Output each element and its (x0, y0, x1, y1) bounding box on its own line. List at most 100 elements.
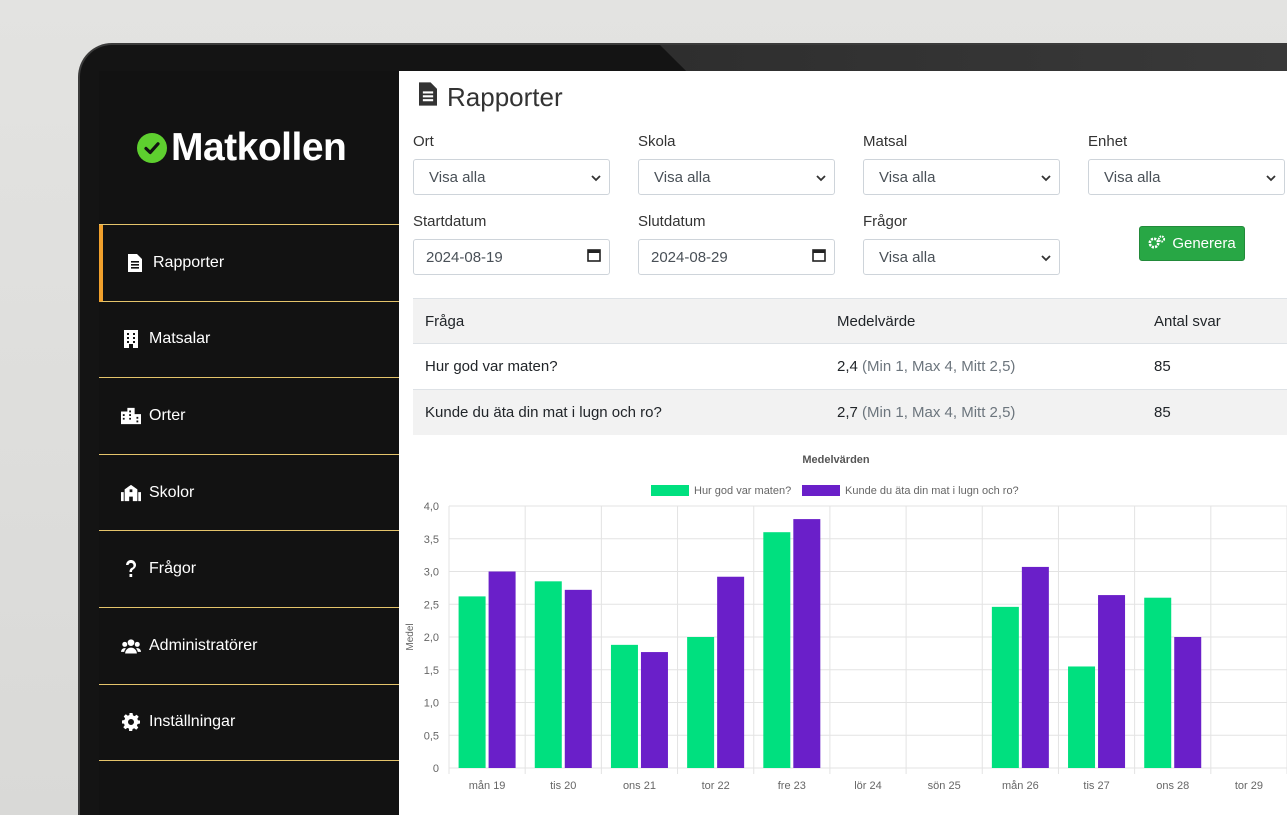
sidebar-item-label: Matsalar (149, 330, 211, 348)
legend-swatch-0 (651, 485, 689, 496)
skola-label: Skola (638, 133, 676, 150)
y-tick-label: 0 (433, 763, 439, 775)
slutdatum-value: 2024-08-29 (651, 248, 728, 266)
y-tick-label: 0,5 (424, 730, 439, 742)
chevron-down-icon (591, 169, 601, 186)
ort-select[interactable]: Visa alla (413, 159, 610, 195)
y-tick-label: 1,5 (424, 665, 439, 677)
sidebar-item-orter[interactable]: Orter (99, 378, 399, 455)
enhet-select[interactable]: Visa alla (1088, 159, 1285, 195)
legend-swatch-1 (802, 485, 840, 496)
chart-title: Medelvärden (802, 454, 870, 466)
x-tick-label: mån 26 (1002, 780, 1039, 792)
bar-series2 (1174, 637, 1202, 768)
matsal-field: Matsal Visa alla (863, 133, 1060, 195)
ort-label: Ort (413, 133, 434, 150)
bar-series1 (610, 644, 638, 768)
startdatum-value: 2024-08-19 (426, 248, 503, 266)
fragor-value: Visa alla (879, 248, 936, 266)
column-header-fraga: Fråga (413, 298, 825, 344)
bar-series2 (1021, 566, 1049, 768)
x-tick-label: mån 19 (469, 780, 506, 792)
x-tick-label: tor 22 (702, 780, 730, 792)
bar-series1 (991, 606, 1019, 768)
fragor-label: Frågor (863, 213, 908, 230)
table-row: Kunde du äta din mat i lugn och ro? 2,7 … (413, 388, 1287, 435)
bar-series1 (1144, 597, 1172, 768)
slutdatum-label: Slutdatum (638, 213, 706, 230)
legend-label-1: Kunde du äta din mat i lugn och ro? (845, 485, 1019, 497)
sidebar-item-fragor[interactable]: Frågor (99, 531, 399, 608)
y-tick-label: 3,0 (424, 567, 439, 579)
gear-icon (121, 712, 141, 732)
sidebar-item-skolor[interactable]: Skolor (99, 455, 399, 532)
bar-series2 (488, 571, 516, 768)
x-tick-label: tor 29 (1235, 780, 1263, 792)
sidebar-item-administratorer[interactable]: Administratörer (99, 608, 399, 685)
calendar-icon[interactable] (812, 248, 826, 266)
calendar-icon[interactable] (587, 248, 601, 266)
x-tick-label: tis 20 (550, 780, 576, 792)
logo-text: Matkollen (171, 125, 347, 169)
y-tick-label: 1,0 (424, 698, 439, 710)
mean-detail: (Min 1, Max 4, Mitt 2,5) (862, 403, 1016, 421)
city-icon (121, 406, 141, 426)
y-tick-label: 3,5 (424, 534, 439, 546)
bar-chart: Medelvärden Hur god var maten? Kunde du ät… (405, 454, 1287, 792)
sidebar-item-matsalar[interactable]: Matsalar (99, 302, 399, 379)
filter-form: Ort Visa alla Skola Visa alla Matsal Vis… (413, 123, 1287, 283)
skola-value: Visa alla (654, 168, 711, 186)
mean-cell: 2,4 (Min 1, Max 4, Mitt 2,5) (825, 343, 1142, 389)
sidebar-item-label: Rapporter (153, 253, 225, 271)
bar-series2 (717, 576, 745, 768)
count-cell: 85 (1142, 388, 1287, 435)
check-icon (137, 132, 167, 163)
matsal-label: Matsal (863, 133, 908, 150)
sidebar-item-label: Inställningar (149, 713, 236, 731)
bar-series1 (458, 596, 486, 768)
sidebar-item-label: Frågor (149, 560, 197, 578)
app-screen: Matkollen Rapporter Matsalar Orter Skolo… (99, 71, 1287, 815)
bar-series1 (1068, 666, 1096, 768)
y-axis-label: Medel (405, 623, 416, 650)
fragor-field: Frågor Visa alla (863, 213, 1060, 275)
sidebar-item-rapporter[interactable]: Rapporter (99, 225, 399, 302)
fragor-select[interactable]: Visa alla (863, 239, 1060, 275)
question-icon (121, 559, 141, 579)
report-icon (419, 81, 437, 113)
bar-series2 (1098, 595, 1126, 768)
column-header-medelvarde: Medelvärde (825, 298, 1142, 344)
question-cell: Kunde du äta din mat i lugn och ro? (413, 388, 825, 435)
logo[interactable]: Matkollen (99, 71, 399, 224)
chevron-down-icon (1266, 169, 1276, 186)
bar-series1 (763, 532, 791, 768)
gears-icon (1148, 234, 1166, 253)
x-tick-label: ons 28 (1156, 780, 1189, 792)
question-cell: Hur god var maten? (413, 343, 825, 389)
slutdatum-input[interactable]: 2024-08-29 (638, 239, 835, 275)
sidebar-item-installningar[interactable]: Inställningar (99, 685, 399, 762)
sidebar-item-label: Orter (149, 406, 186, 424)
y-tick-label: 2,5 (424, 599, 439, 611)
bar-series1 (687, 637, 715, 768)
table-header-row: Fråga Medelvärde Antal svar (413, 298, 1287, 344)
report-icon (125, 253, 145, 273)
skola-select[interactable]: Visa alla (638, 159, 835, 195)
users-icon (121, 636, 141, 656)
matsal-select[interactable]: Visa alla (863, 159, 1060, 195)
x-tick-label: ons 21 (623, 780, 656, 792)
startdatum-input[interactable]: 2024-08-19 (413, 239, 610, 275)
school-icon (121, 483, 141, 503)
y-tick-label: 4,0 (424, 501, 439, 513)
enhet-value: Visa alla (1104, 168, 1161, 186)
chevron-down-icon (1041, 249, 1051, 266)
mean-value: 2,7 (837, 403, 858, 421)
mean-detail: (Min 1, Max 4, Mitt 2,5) (862, 357, 1016, 375)
generate-button-label: Generera (1172, 235, 1236, 252)
page-title-text: Rapporter (447, 81, 563, 112)
startdatum-label: Startdatum (413, 213, 487, 230)
x-tick-label: sön 25 (928, 780, 961, 792)
generate-button[interactable]: Generera (1139, 226, 1245, 261)
ort-field: Ort Visa alla (413, 133, 610, 195)
count-cell: 85 (1142, 343, 1287, 389)
